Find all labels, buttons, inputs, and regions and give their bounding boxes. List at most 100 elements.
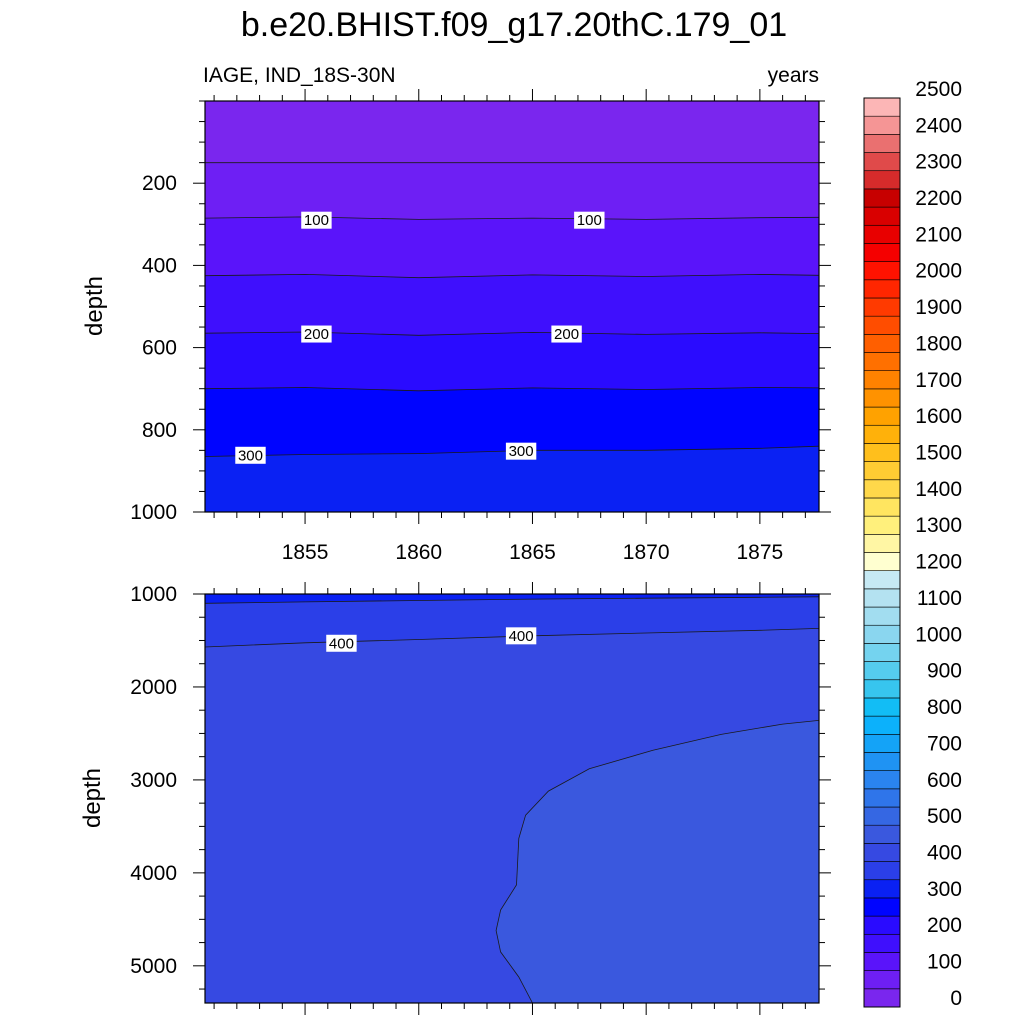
colorbar-swatch (863, 297, 901, 317)
x-tick-label: 1860 (395, 541, 442, 564)
colorbar-swatch (863, 206, 901, 226)
contour-label: 300 (238, 447, 263, 464)
colorbar-swatch (863, 152, 901, 172)
colorbar-swatch (863, 643, 901, 662)
colorbar-swatch (863, 606, 901, 626)
colorbar-swatch (863, 424, 901, 444)
contour-label-box (505, 627, 537, 645)
x-tick-label: 1870 (623, 541, 670, 564)
colorbar-label: 1500 (915, 442, 962, 465)
colorbar-swatch (863, 897, 901, 917)
colorbar-swatch (863, 334, 901, 353)
colorbar-swatch (863, 824, 901, 844)
colorbar-swatch (863, 679, 901, 699)
lower-y-axis-label: depth (79, 768, 106, 828)
colorbar-label: 2000 (915, 260, 962, 283)
colorbar-label: 1200 (915, 551, 962, 574)
colorbar-label: 1300 (915, 514, 962, 537)
contour-label: 200 (554, 326, 579, 343)
colorbar-swatch (863, 843, 901, 862)
colorbar-swatch (863, 733, 901, 753)
contour-label: 400 (329, 635, 354, 652)
colorbar-label: 1800 (915, 332, 962, 355)
colorbar-swatch (863, 406, 901, 426)
upper-panel: 100 100 200 200 300 300 1855 1860 1865 1870 1875 2… (81, 89, 831, 564)
colorbar-label: 1400 (915, 478, 962, 501)
colorbar-swatch (863, 570, 901, 590)
colorbar-swatch (863, 279, 901, 299)
contour-band (205, 446, 819, 512)
y-tick-label: 800 (142, 419, 177, 442)
colorbar-swatch (863, 952, 901, 971)
contour-label: 300 (509, 443, 534, 460)
y-tick-label: 3000 (130, 769, 177, 792)
colorbar: 0 100 200 300 400 500 600 700 800 900 1000 1100 1200… (863, 78, 962, 1010)
colorbar-swatch (863, 97, 901, 117)
upper-plot-frame (204, 100, 820, 513)
y-tick-label: 600 (142, 337, 177, 360)
colorbar-label: 200 (927, 914, 962, 937)
contour-line (205, 596, 819, 604)
contour-label: 100 (304, 212, 329, 229)
colorbar-label: 2500 (915, 78, 962, 101)
colorbar-label: 700 (927, 732, 962, 755)
colorbar-label: 300 (927, 878, 962, 901)
colorbar-swatch (863, 988, 901, 1008)
y-tick-label: 2000 (130, 676, 177, 699)
colorbar-label: 1900 (915, 296, 962, 319)
contour-label-box (505, 442, 537, 460)
colorbar-swatch (863, 170, 901, 190)
colorbar-swatch (863, 624, 901, 644)
lower-plot-frame (204, 593, 820, 1004)
contour-line (205, 273, 819, 279)
variable-label: IAGE, IND_18S-30N (203, 64, 396, 87)
colorbar-swatch (863, 697, 901, 717)
colorbar-swatch (863, 534, 901, 553)
y-tick-label: 200 (142, 172, 177, 195)
y-tick-label: 400 (142, 254, 177, 277)
colorbar-swatch (863, 134, 901, 153)
contour-label-box (301, 211, 332, 229)
y-tick-label: 1000 (130, 583, 177, 606)
contour-label-box (574, 211, 605, 229)
colorbar-label: 2100 (915, 223, 962, 246)
contour-label-box (301, 325, 332, 343)
colorbar-label: 1600 (915, 405, 962, 428)
x-tick-label: 1855 (282, 541, 329, 564)
colorbar-label: 100 (927, 951, 962, 974)
x-tick-label: 1875 (737, 541, 784, 564)
colorbar-swatch (863, 388, 901, 408)
colorbar-swatch (863, 461, 901, 481)
colorbar-swatch (863, 188, 901, 208)
chart-title: b.e20.BHIST.f09_g17.20thC.179_01 (241, 6, 787, 44)
colorbar-label: 1000 (915, 623, 962, 646)
colorbar-swatch (863, 224, 901, 244)
colorbar-label: 0 (950, 987, 962, 1010)
colorbar-label: 900 (927, 660, 962, 683)
contour-label-box (326, 634, 357, 652)
colorbar-label: 2400 (915, 114, 962, 137)
colorbar-swatch (863, 788, 901, 808)
contour-label-box (235, 446, 266, 464)
colorbar-label: 800 (927, 696, 962, 719)
colorbar-label: 1100 (917, 587, 962, 610)
upper-y-axis-label: depth (81, 276, 108, 336)
colorbar-swatch (863, 861, 901, 881)
colorbar-swatch (863, 806, 901, 826)
contour-label: 400 (509, 628, 534, 645)
colorbar-swatch (863, 315, 901, 335)
colorbar-swatch (863, 661, 901, 681)
colorbar-swatch (863, 115, 901, 135)
colorbar-swatch (863, 915, 901, 935)
colorbar-swatch (863, 970, 901, 990)
colorbar-swatch (863, 933, 901, 953)
colorbar-swatch (863, 352, 901, 371)
colorbar-label: 1700 (915, 369, 962, 392)
colorbar-label: 400 (927, 841, 962, 864)
colorbar-label: 2300 (915, 151, 962, 174)
colorbar-swatch (863, 261, 901, 281)
colorbar-swatch (863, 770, 901, 790)
colorbar-swatch (863, 715, 901, 735)
contour-band (496, 720, 819, 1003)
colorbar-swatch (863, 552, 901, 571)
